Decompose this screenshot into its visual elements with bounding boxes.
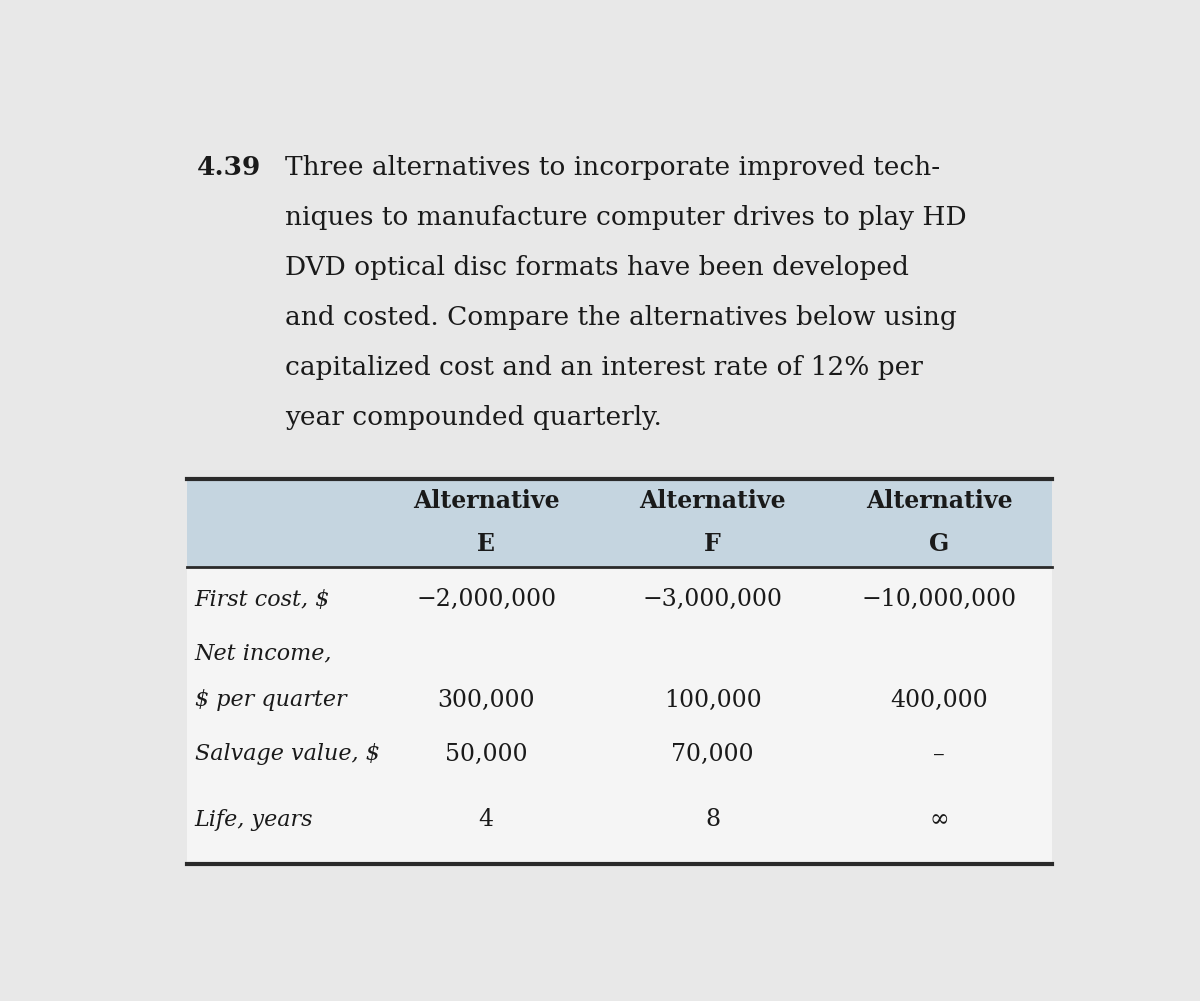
Text: 70,000: 70,000 [671,743,754,766]
Text: 8: 8 [706,808,720,831]
Bar [187,568,1052,864]
Text: –: – [934,743,944,766]
Text: niques to manufacture computer drives to play HD: niques to manufacture computer drives to… [284,205,966,230]
Bar [187,478,1052,568]
Text: capitalized cost and an interest rate of 12% per: capitalized cost and an interest rate of… [284,355,923,380]
Text: −10,000,000: −10,000,000 [862,589,1016,612]
Text: ∞: ∞ [929,808,949,831]
Text: year compounded quarterly.: year compounded quarterly. [284,405,661,430]
Text: First cost, $: First cost, $ [194,589,330,611]
Text: G: G [929,533,949,557]
Text: Alternative: Alternative [865,489,1013,514]
Text: and costed. Compare the alternatives below using: and costed. Compare the alternatives bel… [284,305,956,330]
Text: 4.39: 4.39 [197,155,260,180]
Text: Three alternatives to incorporate improved tech-: Three alternatives to incorporate improv… [284,155,940,180]
Text: Life, years: Life, years [194,809,313,831]
Text: Net income,: Net income, [194,643,332,665]
Text: Alternative: Alternative [640,489,786,514]
Text: 300,000: 300,000 [438,689,535,712]
Text: −3,000,000: −3,000,000 [643,589,782,612]
Text: DVD optical disc formats have been developed: DVD optical disc formats have been devel… [284,255,908,280]
Text: $ per quarter: $ per quarter [194,689,347,711]
Text: Alternative: Alternative [413,489,559,514]
Text: −2,000,000: −2,000,000 [416,589,557,612]
Text: F: F [704,533,721,557]
Text: 400,000: 400,000 [890,689,988,712]
Text: E: E [478,533,496,557]
Text: 100,000: 100,000 [664,689,762,712]
Text: 50,000: 50,000 [445,743,528,766]
Text: Salvage value, $: Salvage value, $ [194,743,379,765]
Text: 4: 4 [479,808,494,831]
